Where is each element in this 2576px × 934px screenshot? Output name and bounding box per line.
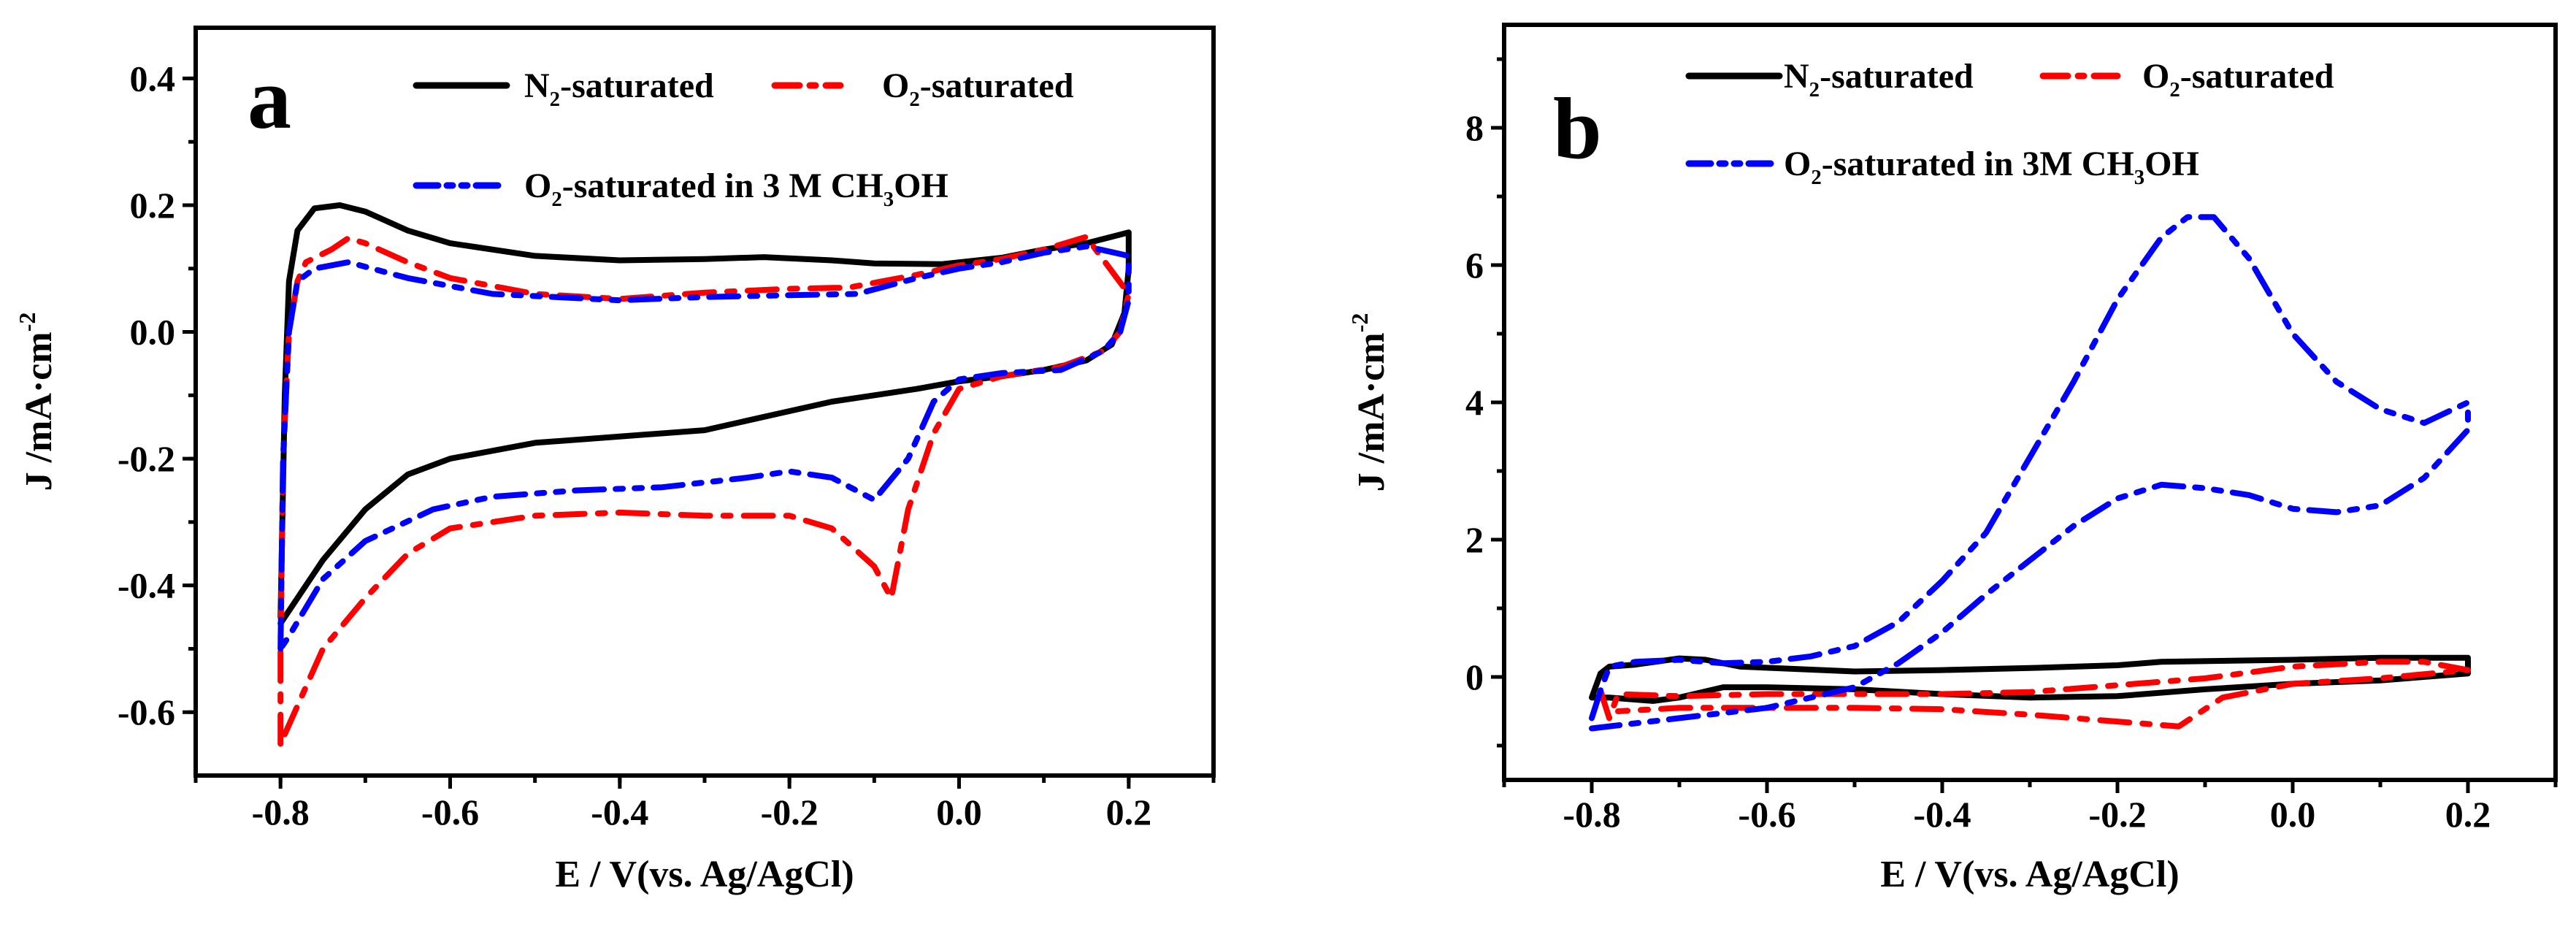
x-tick-label: -0.8 [252, 792, 310, 832]
series-line-2 [277, 243, 1132, 652]
x-tick-label: -0.2 [761, 792, 819, 832]
x-tick-label: 0.0 [2270, 794, 2316, 835]
panel-label: a [248, 50, 291, 147]
y-tick-label: -0.4 [118, 565, 175, 606]
x-tick-label: -0.6 [421, 792, 479, 832]
y-axis-title: J /mA·cm-2 [1346, 313, 1392, 492]
y-axis-title: J /mA·cm-2 [14, 313, 60, 491]
y-tick-label: 0.4 [130, 58, 176, 99]
legend-label-1: O2-saturated [882, 66, 1074, 111]
y-tick-label: 4 [1465, 382, 1484, 423]
y-tick-label: 6 [1465, 245, 1484, 286]
x-tick-label: -0.4 [591, 792, 648, 832]
legend-label-0: N2-saturated [1784, 57, 1974, 102]
series-line-2 [1589, 214, 2471, 732]
x-tick-label: 0.0 [936, 792, 982, 832]
x-tick-label: -0.4 [1913, 794, 1971, 835]
y-tick-label: 0.0 [130, 312, 176, 353]
y-tick-label: -0.2 [118, 438, 175, 479]
series-line-0 [277, 202, 1132, 627]
y-tick-label: 0.2 [130, 185, 176, 226]
legend-label-2: O2-saturated in 3 M CH3OH [524, 166, 948, 211]
x-axis-title: E / V(vs. Ag/AgCl) [1880, 854, 2179, 895]
series-line-1 [277, 234, 1132, 747]
legend-label-1: O2-saturated [2142, 57, 2334, 102]
y-tick-label: -0.6 [118, 692, 175, 732]
series-line-1 [1598, 659, 2471, 730]
panel-b: -0.8 -0.6 -0.4 -0.2 0.0 0.2 0 2 4 6 8 E / V(vs. Ag/… [1346, 23, 2558, 895]
y-tick-label: 0 [1465, 657, 1484, 697]
panel-label: b [1553, 80, 1602, 177]
y-tick-label: 8 [1465, 107, 1484, 148]
legend-label-0: N2-saturated [524, 66, 714, 111]
x-tick-label: -0.2 [2088, 794, 2146, 835]
x-tick-label: -0.6 [1738, 794, 1795, 835]
x-tick-label: 0.2 [2445, 794, 2491, 835]
y-tick-label: 2 [1465, 519, 1484, 560]
x-tick-label: -0.8 [1563, 794, 1620, 835]
panel-a: -0.8 -0.6 -0.4 -0.2 0.0 0.2 -0.6 -0.4 -0.2 0.0 0.2… [14, 26, 1216, 895]
legend-label-2: O2-saturated in 3M CH3OH [1784, 145, 2199, 189]
plot-frame [193, 26, 1216, 778]
x-tick-label: 0.2 [1106, 792, 1152, 832]
x-axis-title: E / V(vs. Ag/AgCl) [555, 854, 854, 895]
